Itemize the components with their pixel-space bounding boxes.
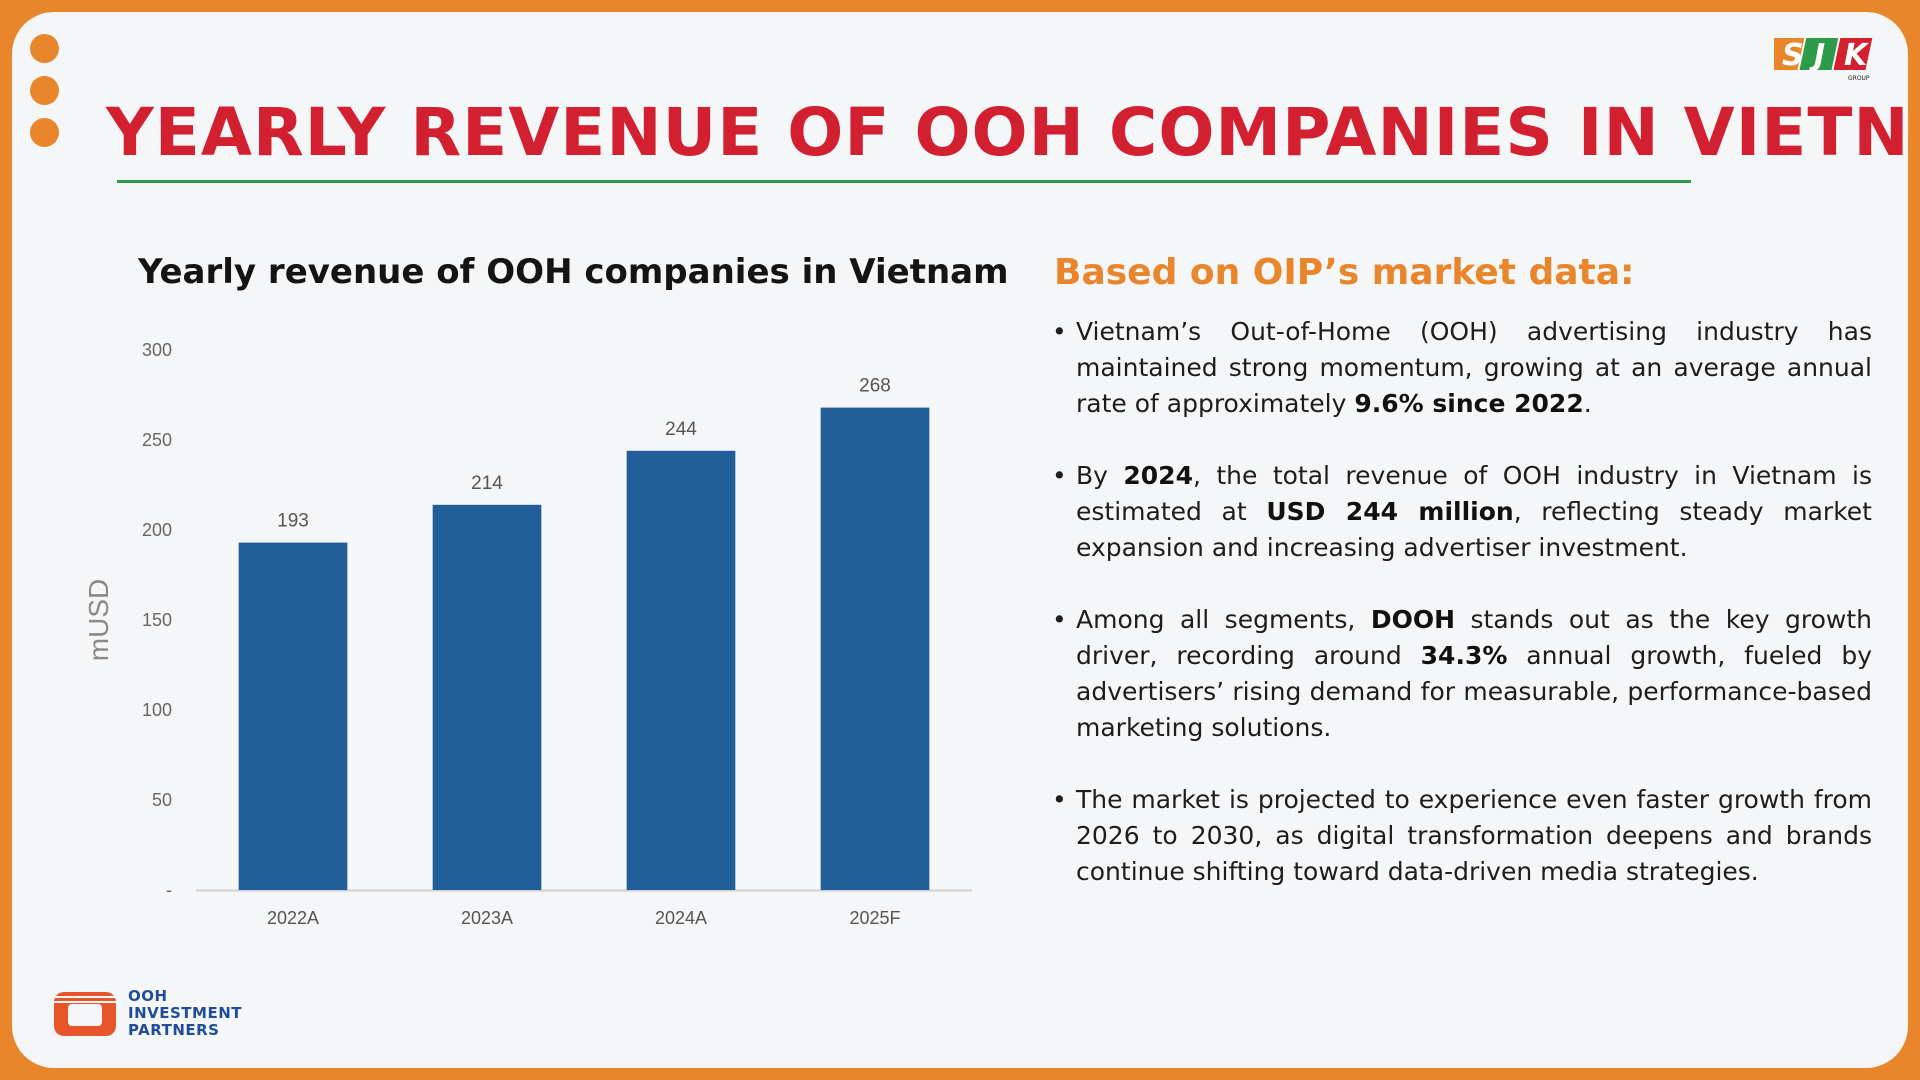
oip-logo-mark-icon [54,992,116,1036]
bar-2024A [626,450,736,890]
bullet-text: , the total revenue of OOH industry in V… [1076,461,1872,526]
bullet-text: The market is projected to experience ev… [1076,785,1872,886]
bullet-marker: • [1052,785,1067,814]
y-tick-label: 300 [142,340,172,360]
y-tick-label: 50 [152,790,172,810]
bullet-text: , reflecting steady market expansion and… [1076,497,1872,562]
oip-logo-line: OOH [128,987,168,1005]
chart-title: Yearly revenue of OOH companies in Vietn… [138,252,1009,292]
decorative-dots [30,34,59,160]
bullet-marker: • [1052,317,1067,346]
insight-bullet-4: • The market is projected to experience … [1052,782,1872,890]
sjk-logo-subtext: GROUP [1848,75,1870,82]
bullet-text: By [1076,461,1124,490]
bar-2023A [432,504,542,890]
title-divider [117,180,1691,183]
y-tick-label: 150 [142,610,172,630]
bullet-highlight: DOOH [1370,605,1456,634]
sjk-logo-j: J [1809,38,1825,73]
bar-2022A [238,542,348,890]
insights-list: • Vietnam’s Out-of-Home (OOH) advertisin… [1052,314,1872,926]
insight-bullet-2: • By 2024, the total revenue of OOH indu… [1052,458,1872,566]
bullet-text: stands out as the key growth driver, rec… [1076,605,1872,670]
bullet-marker: • [1052,461,1067,490]
bullet-text: Among all segments, [1076,605,1371,634]
insight-bullet-1: • Vietnam’s Out-of-Home (OOH) advertisin… [1052,314,1872,422]
bullet-text: annual growth, fueled by advertisers’ ri… [1076,641,1872,742]
oip-logo-line: INVESTMENT [128,1004,242,1022]
dot [30,118,59,147]
slide: S J K GROUP YEARLY REVENUE OF OOH COMPAN… [12,12,1908,1068]
insights-heading: Based on OIP’s market data: [1054,252,1635,293]
bullet-highlight: 9.6% since 2022 [1354,389,1584,418]
bullet-highlight: USD 244 million [1266,497,1514,526]
x-tick-label: 2024A [655,908,707,928]
revenue-bar-chart: mUSD - 50 100 150 200 250 300 193 2022A 214 2023A 24… [83,340,972,928]
bullet-marker: • [1052,605,1067,634]
dot [30,76,59,105]
sjk-logo-s: S [1782,38,1804,73]
bullet-highlight: 2024 [1123,461,1193,490]
data-label: 244 [665,419,697,440]
x-tick-label: 2023A [461,908,513,928]
y-tick-label: 200 [142,520,172,540]
bullet-text: . [1583,389,1592,418]
bullet-highlight: 34.3% [1420,641,1508,670]
x-tick-label: 2022A [267,908,319,928]
page-title: YEARLY REVENUE OF OOH COMPANIES IN VIETN… [106,94,1908,171]
bullet-text: Vietnam’s Out-of-Home (OOH) advertising … [1076,317,1872,418]
bar-2025F [820,407,930,890]
sjk-group-logo: S J K GROUP [1774,38,1873,82]
data-label: 193 [277,511,309,532]
y-tick-label: - [166,880,172,900]
data-label: 214 [471,473,503,494]
y-tick-label: 250 [142,430,172,450]
y-axis-label: mUSD [83,579,114,661]
sjk-logo-k: K [1844,38,1870,73]
x-tick-label: 2025F [849,908,900,928]
dot [30,34,59,63]
ooh-investment-partners-logo: OOH INVESTMENT PARTNERS [54,980,274,1044]
oip-logo-text: OOH INVESTMENT PARTNERS [128,988,242,1039]
data-label: 268 [859,376,891,397]
y-tick-label: 100 [142,700,172,720]
oip-logo-line: PARTNERS [128,1021,220,1039]
insight-bullet-3: • Among all segments, DOOH stands out as… [1052,602,1872,746]
